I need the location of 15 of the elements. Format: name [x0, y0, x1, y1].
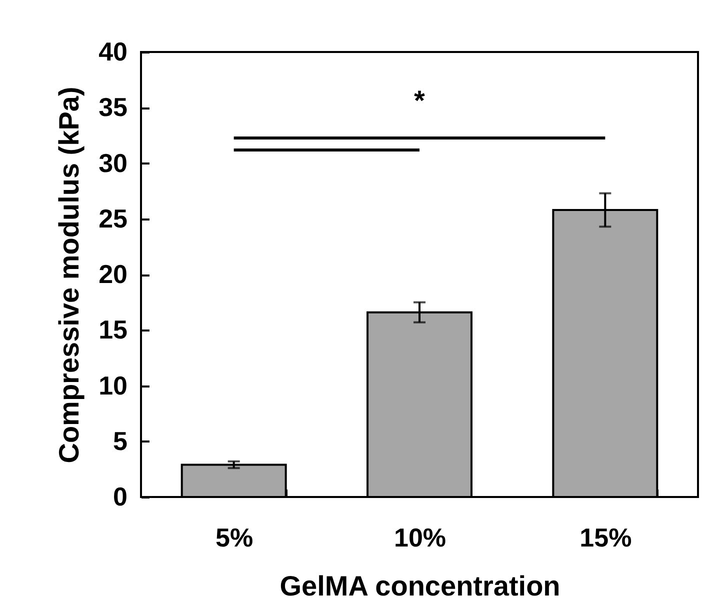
annotation: * — [414, 85, 426, 116]
x-tick-label: 10% — [394, 522, 446, 552]
y-tick-label: 40 — [98, 36, 128, 66]
x-axis-title: GelMA concentration — [280, 570, 560, 602]
y-axis-title: Compressive modulus (kPa) — [54, 86, 85, 464]
y-tick-label: 15 — [98, 314, 128, 345]
y-tick-label: 5 — [113, 426, 128, 456]
y-tick-label: 0 — [113, 482, 128, 512]
y-tick-label: 20 — [98, 259, 128, 289]
y-tick-label: 30 — [98, 148, 128, 178]
x-tick-label: 15% — [580, 522, 632, 552]
y-tick-label: 25 — [98, 203, 128, 234]
y-tick-label: 10 — [98, 370, 128, 400]
x-tick-label: 5% — [216, 522, 254, 552]
y-tick-label: 35 — [98, 92, 128, 122]
